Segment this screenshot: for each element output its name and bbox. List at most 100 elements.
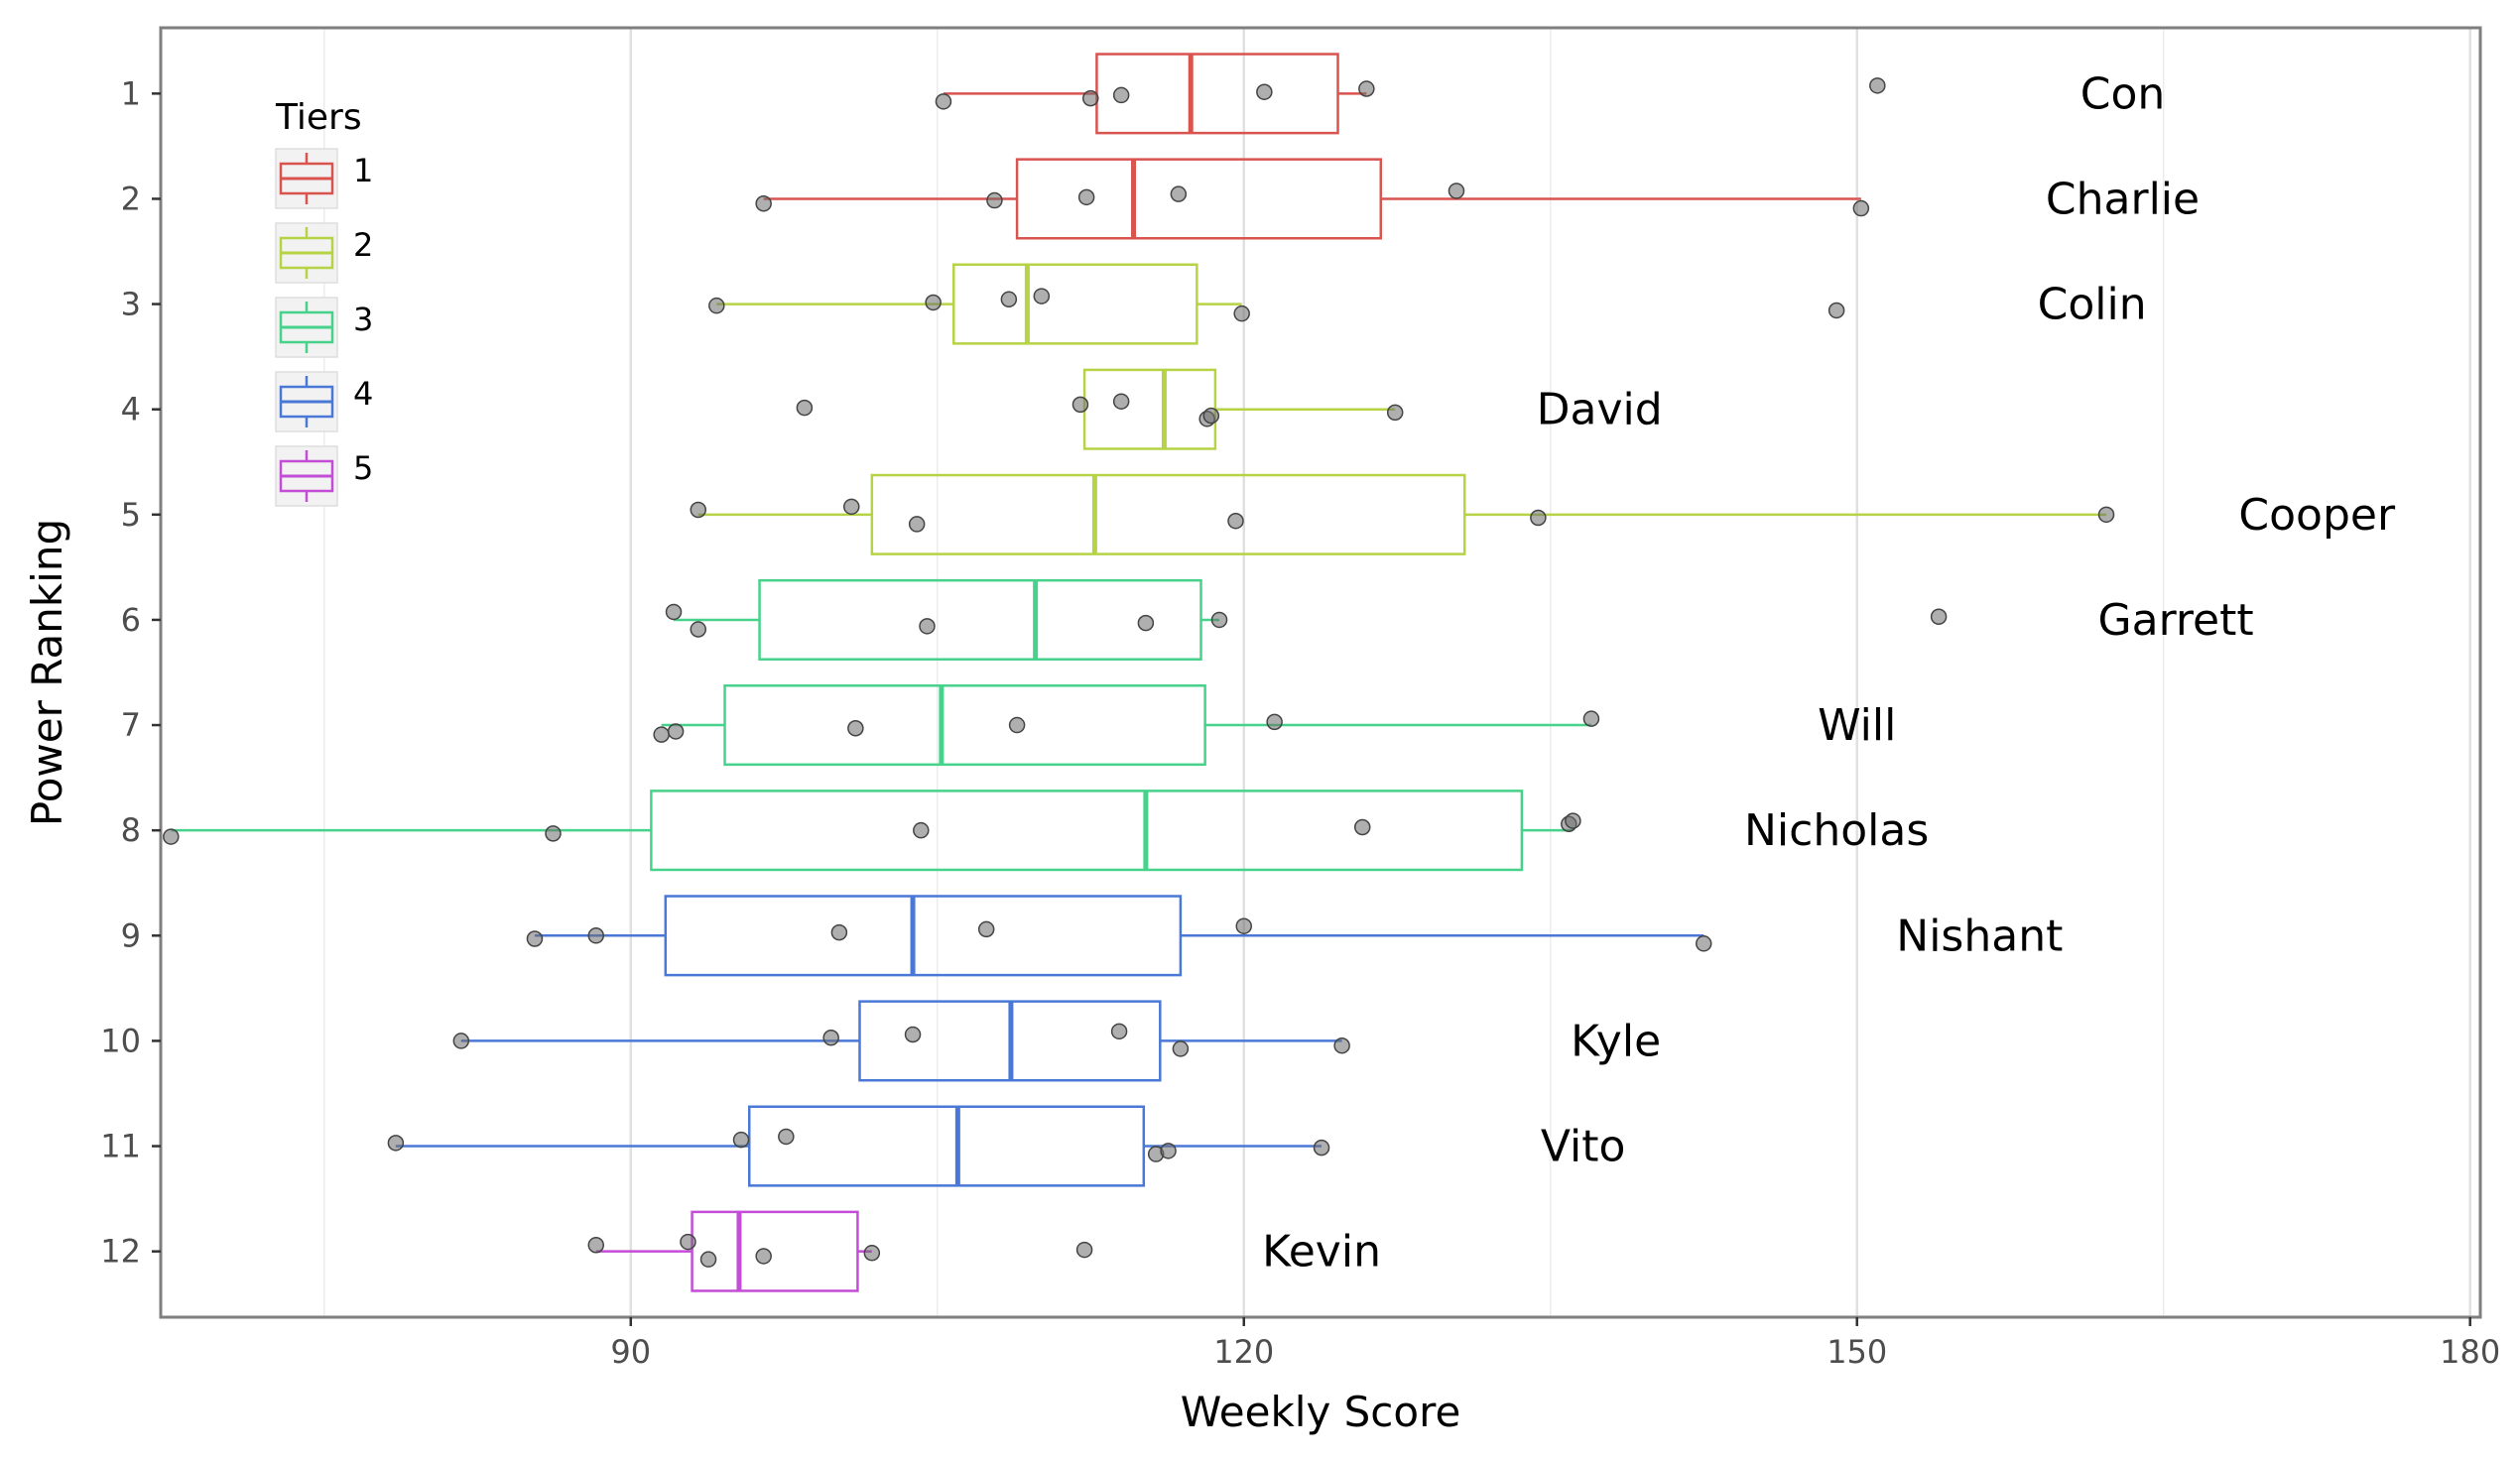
data-point (778, 1128, 795, 1146)
legend-key (275, 148, 338, 209)
box (1095, 53, 1339, 135)
y-tick-label: 8 (121, 811, 141, 849)
data-point (1112, 393, 1130, 410)
data-point (387, 1135, 405, 1152)
legend-key (275, 222, 338, 284)
data-point (1256, 83, 1273, 100)
team-label: Colin (2038, 280, 2147, 330)
data-point (925, 294, 942, 311)
x-tick-label: 180 (2440, 1333, 2500, 1371)
data-point (1695, 935, 1712, 952)
box-group (661, 684, 1591, 767)
data-point (1827, 302, 1845, 319)
box-group (716, 263, 1242, 345)
box (1082, 368, 1217, 450)
data-point (986, 191, 1003, 209)
box-group (395, 1105, 1323, 1187)
box (691, 1210, 859, 1292)
data-point (1333, 1036, 1350, 1054)
data-point (1227, 512, 1244, 530)
data-point (1202, 407, 1220, 425)
data-point (1852, 199, 1870, 217)
team-labels: Con Charlie Colin David Cooper Garrett Will Nic… (1262, 68, 2396, 1277)
data-point (1033, 288, 1051, 304)
legend-label: 2 (353, 226, 373, 264)
y-axis-title: Power Ranking (23, 519, 71, 826)
y-tick-label: 3 (121, 286, 141, 323)
team-label: Kevin (1262, 1227, 1381, 1278)
box-group (943, 53, 1367, 135)
box-group (534, 895, 1704, 977)
data-point (919, 618, 936, 635)
data-point (1110, 1023, 1128, 1040)
data-point (935, 93, 952, 110)
data-point (1565, 812, 1581, 829)
box-group (763, 158, 1861, 240)
data-point (755, 1248, 772, 1265)
data-point (755, 194, 772, 212)
plot-panel-border (159, 26, 2482, 1319)
box (870, 473, 1466, 555)
data-point (1210, 611, 1228, 629)
box-series (171, 53, 2107, 1292)
legend-title: Tiers (275, 97, 362, 138)
data-point (847, 720, 864, 737)
data-point (1170, 185, 1188, 202)
data-point (667, 723, 685, 740)
data-point (699, 1251, 717, 1268)
data-point (587, 927, 605, 944)
data-point (2097, 506, 2115, 524)
team-label: Charlie (2046, 174, 2200, 224)
box-group (1082, 368, 1396, 450)
legend-key (275, 297, 338, 358)
y-tick-label: 10 (100, 1022, 141, 1059)
box-group (595, 1210, 872, 1292)
team-label: Garrett (2098, 595, 2254, 646)
legend-label: 1 (353, 152, 373, 189)
data-point (680, 1233, 696, 1251)
data-point (587, 1237, 605, 1254)
data-point (163, 828, 180, 845)
team-label: Nishant (1896, 911, 2063, 961)
grid-lines (323, 28, 2471, 1317)
x-axis: 90 120 150 180 (610, 1317, 2500, 1371)
data-point (863, 1245, 881, 1262)
x-axis-title: Weekly Score (1181, 1388, 1461, 1436)
data-point (1233, 304, 1250, 322)
data-point (1077, 188, 1095, 206)
x-tick-label: 120 (1213, 1333, 1274, 1371)
y-tick-label: 4 (121, 391, 141, 428)
team-label: Cooper (2238, 490, 2396, 541)
data-point (1137, 614, 1155, 632)
legend: Tiers 1 2 3 4 5 (275, 97, 373, 507)
data-point (913, 821, 930, 839)
data-point (1386, 404, 1404, 422)
data-point (732, 1131, 750, 1149)
data-point (796, 399, 814, 417)
data-point (690, 621, 707, 638)
box (650, 790, 1524, 872)
data-point (665, 603, 683, 621)
data-point (830, 923, 848, 941)
x-tick-label: 90 (610, 1333, 651, 1371)
data-point (1075, 1241, 1093, 1259)
data-point (1353, 818, 1371, 836)
data-point (1082, 89, 1099, 107)
team-label: Nicholas (1744, 805, 1929, 856)
legend-label: 5 (353, 449, 373, 487)
legend-label: 4 (353, 375, 373, 413)
team-label: Con (2080, 68, 2166, 119)
y-tick-label: 11 (100, 1128, 141, 1165)
data-point (1358, 80, 1375, 97)
data-point (1172, 1040, 1190, 1057)
y-tick-label: 5 (121, 496, 141, 534)
y-tick-label: 1 (121, 74, 141, 112)
box (951, 263, 1198, 345)
box (758, 578, 1202, 661)
data-point (822, 1029, 839, 1046)
y-tick-label: 6 (121, 601, 141, 639)
data-point (452, 1033, 470, 1049)
box-group (171, 790, 1574, 872)
data-point (1008, 716, 1026, 734)
